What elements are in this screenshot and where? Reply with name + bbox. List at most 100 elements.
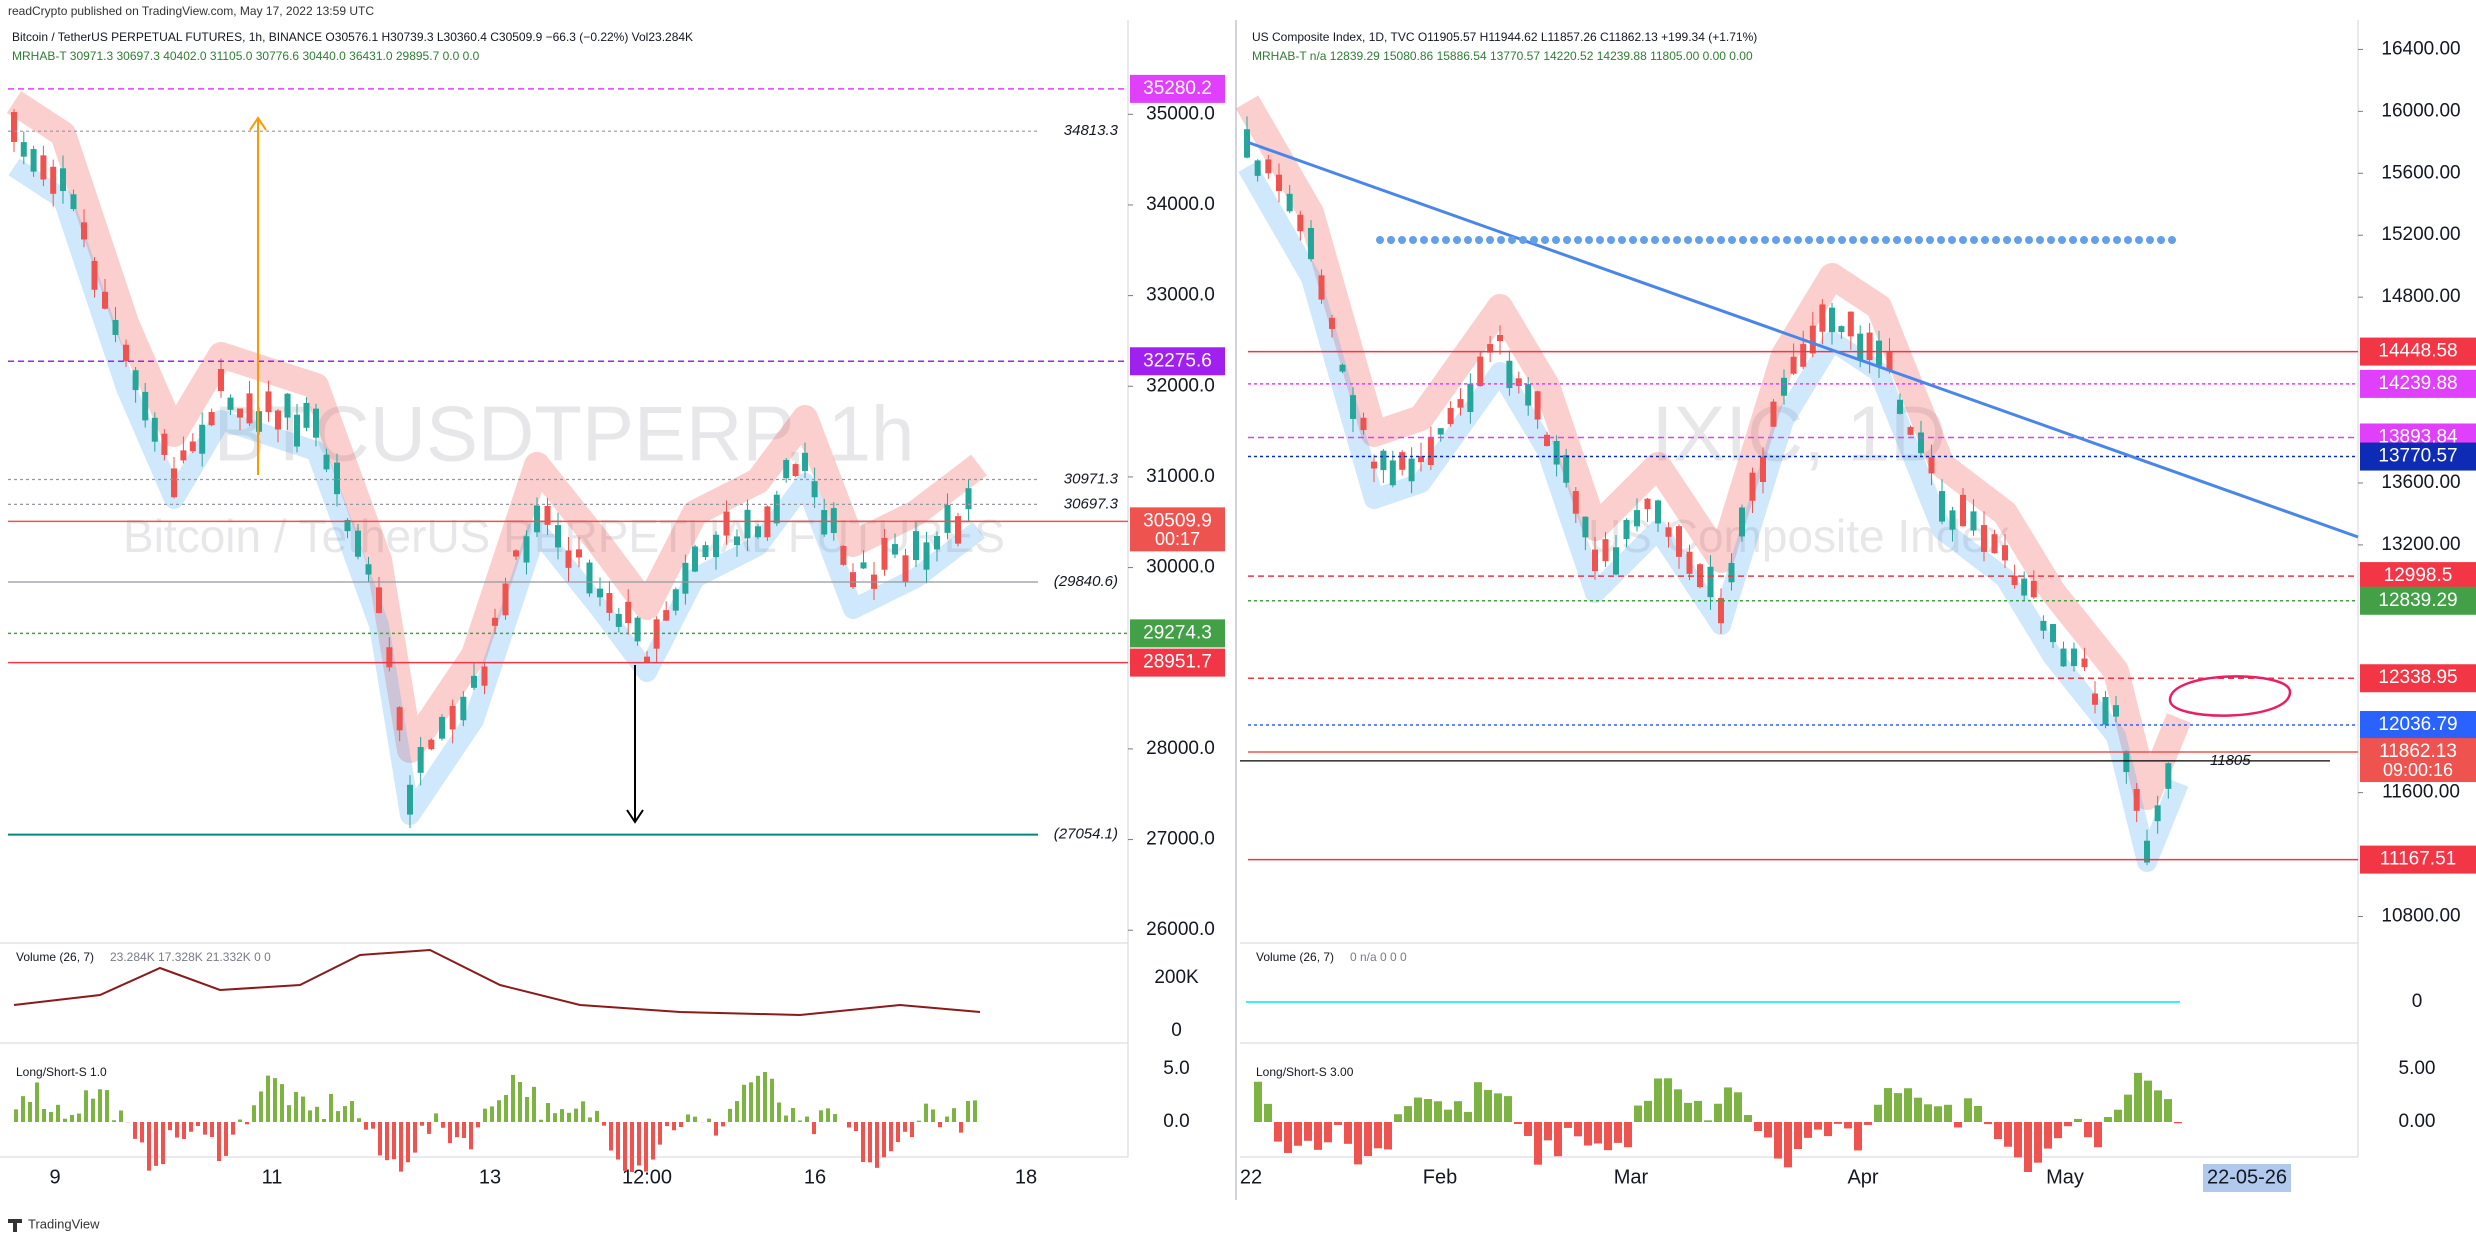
- long-short-bar: [336, 1111, 340, 1122]
- candle-body: [428, 739, 435, 750]
- long-short-bar: [1964, 1098, 1972, 1122]
- long-short-bar: [1564, 1122, 1572, 1128]
- x-tick-label: Apr: [1847, 1166, 1878, 1188]
- long-short-bar: [1364, 1122, 1372, 1157]
- candle-body: [1487, 344, 1494, 353]
- candle-body: [407, 784, 413, 815]
- long-short-bar: [1304, 1122, 1312, 1141]
- x-tick-label: May: [2046, 1166, 2084, 1188]
- long-short-bar: [1684, 1102, 1692, 1122]
- long-short-bar: [476, 1122, 480, 1128]
- long-short-bar: [1884, 1088, 1892, 1122]
- candle-body: [1686, 551, 1693, 574]
- dot-level: [1541, 236, 1549, 244]
- dot-level: [1618, 236, 1626, 244]
- candle-body: [783, 459, 790, 479]
- volume-title: Volume (26, 7): [16, 950, 94, 964]
- candle-body: [1886, 351, 1893, 372]
- long-short-bar: [14, 1109, 18, 1122]
- candle-body: [439, 716, 445, 739]
- candle-body: [40, 155, 47, 180]
- candle-body: [663, 610, 670, 621]
- watermark-name: Bitcoin / TetherUS PERPETUAL FUTURES: [123, 510, 1005, 562]
- candle-body: [2102, 696, 2109, 725]
- long-short-bar: [777, 1102, 781, 1122]
- candle-body: [1553, 441, 1560, 465]
- long-short-bar: [63, 1118, 67, 1122]
- candle-body: [1918, 432, 1924, 454]
- price-tag: [2360, 369, 2476, 398]
- long-short-bar: [2164, 1099, 2172, 1122]
- indicator-values: MRHAB-T 30971.3 30697.3 40402.0 31105.0 …: [12, 49, 480, 63]
- long-short-bar: [378, 1122, 382, 1156]
- dot-level: [1728, 236, 1736, 244]
- long-short-title: Long/Short-S 3.00: [1256, 1065, 1354, 1079]
- long-short-bar: [245, 1122, 249, 1125]
- x-tick-label: 16: [804, 1166, 826, 1188]
- long-short-bar: [917, 1120, 921, 1122]
- candle-body: [682, 562, 689, 594]
- dot-level: [1761, 236, 1769, 244]
- long-short-bar: [175, 1122, 179, 1138]
- x-tick-label: 22-05-26: [2207, 1166, 2287, 1188]
- long-short-axis-label: 5.0: [1163, 1058, 1189, 1079]
- candle-body: [2113, 705, 2119, 717]
- long-short-bar: [1774, 1122, 1782, 1159]
- long-short-bar: [1834, 1122, 1842, 1124]
- y-tick-label: 31000.0: [1146, 466, 1215, 487]
- long-short-bar: [1384, 1122, 1392, 1150]
- dot-level: [1992, 236, 2000, 244]
- candle-body: [534, 505, 540, 533]
- long-short-bar: [154, 1122, 158, 1166]
- candle-body: [1928, 457, 1935, 474]
- long-short-bar: [847, 1122, 851, 1128]
- long-short-bar: [2084, 1122, 2092, 1138]
- candle-body: [723, 511, 730, 536]
- long-short-bar: [203, 1122, 207, 1135]
- y-tick-label: 15600.00: [2381, 162, 2460, 183]
- long-short-bar: [1344, 1122, 1352, 1144]
- dot-level: [1475, 236, 1483, 244]
- long-short-axis-label: 5.00: [2399, 1058, 2436, 1079]
- dot-level: [1816, 236, 1824, 244]
- long-short-bar: [749, 1082, 753, 1122]
- long-short-bar: [35, 1082, 39, 1122]
- long-short-bar: [1864, 1122, 1872, 1125]
- long-short-bar: [1754, 1122, 1762, 1132]
- long-short-bar: [1314, 1122, 1322, 1150]
- price-tag-label: 29274.3: [1143, 622, 1212, 643]
- long-short-bar: [1624, 1122, 1632, 1148]
- candle-body: [246, 393, 253, 424]
- level-label: 30697.3: [1064, 495, 1119, 512]
- long-short-bar: [497, 1100, 501, 1122]
- candle-body: [313, 408, 319, 438]
- long-short-bar: [462, 1122, 466, 1138]
- long-short-bar: [189, 1122, 193, 1132]
- volume-title: Volume (26, 7): [1256, 950, 1334, 964]
- dot-level: [1706, 236, 1714, 244]
- long-short-bar: [630, 1122, 634, 1172]
- long-short-bar: [350, 1101, 354, 1122]
- long-short-bar: [1454, 1101, 1462, 1122]
- long-short-bar: [616, 1122, 620, 1160]
- dot-level: [1574, 236, 1582, 244]
- long-short-bar: [2064, 1122, 2072, 1127]
- dot-level: [2036, 236, 2044, 244]
- candle-body: [1329, 317, 1335, 329]
- candle-body: [523, 536, 530, 563]
- price-tag: [2360, 845, 2476, 874]
- long-short-bar: [686, 1114, 690, 1122]
- candle-body: [471, 675, 477, 688]
- long-short-bar: [714, 1122, 718, 1136]
- long-short-bar: [448, 1122, 452, 1144]
- long-short-bar: [910, 1122, 914, 1138]
- long-short-bar: [399, 1122, 403, 1172]
- long-short-bar: [721, 1122, 725, 1127]
- price-tag-label: 28951.7: [1143, 652, 1212, 673]
- long-short-bar: [1954, 1122, 1962, 1128]
- candle-body: [923, 542, 930, 570]
- long-short-bar: [651, 1122, 655, 1160]
- candle-body: [1634, 510, 1640, 527]
- price-tag-label: 12338.95: [2378, 667, 2457, 688]
- candle-body: [2011, 575, 2018, 586]
